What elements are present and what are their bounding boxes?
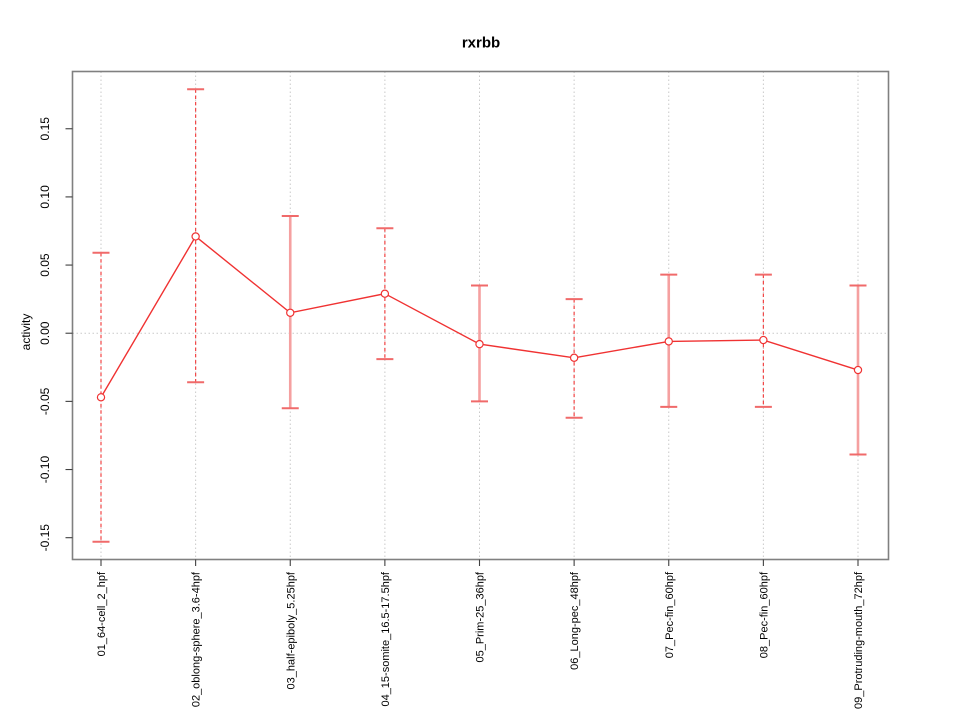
x-tick-label: 08_Pec-fin_60hpf	[758, 571, 770, 658]
data-point-marker	[664, 337, 673, 346]
x-tick-label: 09_Protruding-mouth_72hpf	[853, 571, 865, 709]
y-tick-label: 0.00	[38, 321, 52, 345]
data-point-marker	[475, 339, 484, 349]
y-tick-label: -0.15	[38, 524, 52, 552]
x-tick-label: 01_64-cell_2_hpf	[96, 571, 108, 656]
y-tick-label: 0.05	[38, 253, 52, 277]
x-tick-label: 03_half-epiboly_5.25hpf	[285, 571, 297, 689]
x-tick-label: 06_Long-pec_48hpf	[569, 571, 581, 670]
x-axis: 01_64-cell_2_hpf 02_oblong-sphere_3.6-4hp…	[96, 559, 865, 709]
error-bars	[92, 88, 867, 543]
data-point-marker	[853, 365, 863, 375]
y-tick-label: -0.10	[38, 456, 52, 484]
x-tick-label: 02_oblong-sphere_3.6-4hpf	[191, 571, 203, 707]
plot-box	[71, 70, 890, 561]
y-axis: 0.15 0.10 0.05 0.00 -0.05 -0.10 -0.15	[38, 117, 73, 552]
plot-border	[71, 70, 890, 561]
data-point-marker	[759, 335, 768, 345]
data-points	[96, 232, 863, 402]
y-tick-label: -0.05	[38, 387, 52, 415]
y-tick-label: 0.10	[38, 185, 52, 209]
chart-title: rxrbb	[461, 34, 501, 52]
y-tick-label: 0.15	[38, 117, 52, 141]
y-axis-title: activity	[19, 313, 33, 351]
data-point-marker	[96, 393, 106, 402]
x-tick-label: 04_15-somite_16.5-17.5hpf	[380, 571, 392, 706]
data-point-marker	[569, 353, 579, 362]
data-point-marker	[191, 232, 200, 241]
data-point-marker	[380, 289, 390, 298]
data-point-marker	[286, 308, 295, 317]
x-tick-label: 07_Pec-fin_60hpf	[664, 571, 676, 658]
x-tick-label: 05_Prim-25_36hpf	[475, 571, 487, 662]
